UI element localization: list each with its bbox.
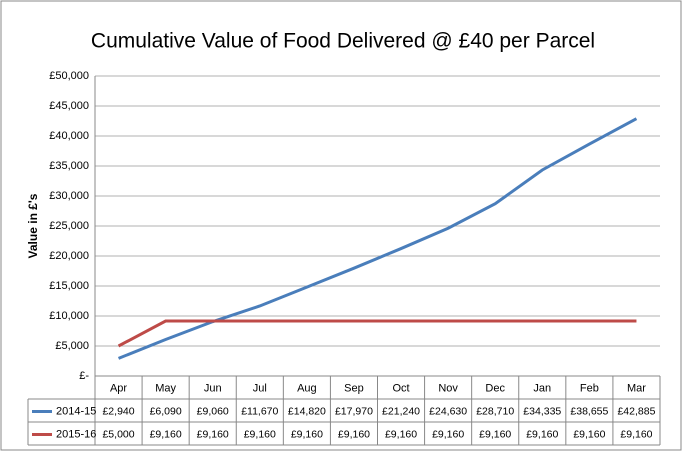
table-value: £9,160	[620, 428, 652, 440]
table-value: £14,820	[288, 405, 326, 417]
table-value: £42,885	[617, 405, 655, 417]
table-value: £5,000	[102, 428, 134, 440]
y-tick-label: £10,000	[49, 310, 89, 322]
x-tick-label: Feb	[580, 382, 599, 394]
table-value: £2,940	[102, 405, 134, 417]
x-tick-label: Mar	[627, 382, 646, 394]
legend-label: 2015-16	[56, 428, 96, 440]
table-value: £9,160	[573, 428, 605, 440]
series-line	[117, 117, 638, 360]
x-tick-label: Apr	[110, 382, 127, 394]
table-value: £28,710	[476, 405, 514, 417]
table-value: £9,160	[244, 428, 276, 440]
table-value: £21,240	[382, 405, 420, 417]
table-value: £11,670	[241, 405, 278, 417]
table-value: £38,655	[570, 405, 608, 417]
x-tick-label: Nov	[438, 382, 458, 394]
chart-title: Cumulative Value of Food Delivered @ £40…	[91, 30, 595, 53]
table-value: £24,630	[429, 405, 467, 417]
table-value: £9,160	[526, 428, 558, 440]
x-tick-label: May	[155, 382, 176, 394]
x-tick-label: Oct	[392, 382, 409, 394]
y-tick-label: £35,000	[49, 160, 89, 172]
table-value: £9,160	[150, 428, 182, 440]
table-value: £9,160	[385, 428, 417, 440]
y-tick-label: £45,000	[49, 100, 89, 112]
y-tick-label: £50,000	[49, 70, 89, 82]
x-tick-label: Jul	[253, 382, 267, 394]
table-value: £9,160	[291, 428, 323, 440]
y-tick-label: £40,000	[49, 130, 89, 142]
x-tick-label: Aug	[297, 382, 317, 394]
table-value: £9,160	[338, 428, 370, 440]
y-tick-label: £5,000	[55, 340, 89, 352]
table-value: £9,160	[432, 428, 464, 440]
legend-label: 2014-15	[56, 405, 96, 417]
table-value: £9,060	[197, 405, 229, 417]
y-tick-label: £15,000	[49, 280, 89, 292]
table-value: £6,090	[150, 405, 182, 417]
x-tick-label: Dec	[485, 382, 505, 394]
series-line	[117, 319, 637, 348]
y-tick-label: £25,000	[49, 220, 89, 232]
x-tick-label: Jan	[533, 382, 551, 394]
y-tick-label: £20,000	[49, 250, 89, 262]
x-tick-label: Sep	[344, 382, 364, 394]
y-axis-label: Value in £'s	[26, 193, 40, 258]
y-tick-label: £30,000	[49, 190, 89, 202]
y-tick-label: £-	[79, 370, 89, 382]
table-value: £17,970	[335, 405, 373, 417]
table-value: £34,335	[523, 405, 561, 417]
x-tick-label: Jun	[204, 382, 222, 394]
table-value: £9,160	[197, 428, 229, 440]
table-value: £9,160	[479, 428, 511, 440]
